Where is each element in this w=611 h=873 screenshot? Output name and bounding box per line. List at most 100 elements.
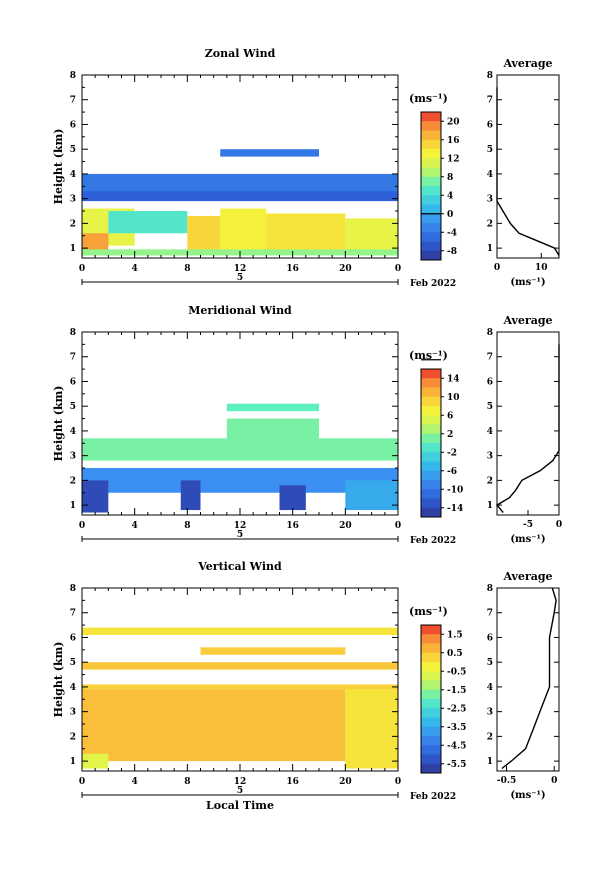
avg-y-tick-label: 2	[487, 476, 493, 486]
avg-x-axis-label: (ms⁻¹)	[510, 534, 545, 545]
y-tick-label: 2	[70, 476, 76, 486]
colorbar-segment	[421, 396, 441, 407]
colorbar-segment	[421, 717, 441, 728]
average-profile-line	[495, 344, 560, 513]
y-tick-label: 4	[70, 427, 76, 437]
heatmap-region	[108, 211, 188, 234]
y-tick-label: 8	[70, 71, 76, 81]
avg-y-tick-label: 5	[487, 402, 493, 412]
average-frame	[496, 587, 560, 772]
avg-x-axis-label: (ms⁻¹)	[510, 790, 545, 801]
heatmap-region	[180, 480, 201, 511]
x-tick-label: 12	[234, 521, 247, 531]
avg-y-tick-label: 6	[487, 120, 493, 130]
colorbar-tick-label: -8	[447, 247, 457, 257]
y-axis-label: Height (km)	[52, 642, 65, 718]
colorbar-segment	[421, 708, 441, 718]
heatmap-region	[220, 149, 319, 157]
heatmap-region	[82, 662, 398, 670]
colorbar-segment	[421, 736, 441, 746]
y-tick-label: 5	[70, 658, 76, 668]
x-tick-label: 20	[339, 264, 352, 274]
y-tick-label: 8	[70, 584, 76, 594]
colorbar-tick-label: 10	[447, 393, 460, 403]
x-tick-label: 4	[132, 521, 138, 531]
colorbar-segment	[421, 662, 441, 672]
colorbar-frame	[420, 111, 442, 261]
avg-x-axis-label: (ms⁻¹)	[510, 277, 545, 288]
colorbar-tick-label: 16	[447, 136, 460, 146]
y-tick-label: 7	[70, 609, 76, 619]
colorbar-segment	[421, 250, 441, 261]
colorbar-tick-label: 0	[447, 210, 453, 220]
y-tick-label: 6	[70, 377, 76, 387]
average-frame	[496, 74, 560, 259]
colorbar-segment	[421, 112, 441, 122]
colorbar-segment	[421, 726, 441, 737]
colorbar-unit: (ms⁻¹)	[409, 92, 448, 105]
avg-y-tick-label: 4	[487, 170, 493, 180]
x-tick-label: 12	[234, 777, 247, 787]
colorbar-tick-label: -0.5	[447, 667, 466, 677]
colorbar-tick-label: -3.5	[447, 723, 466, 733]
x-tick-label: 20	[339, 521, 352, 531]
day-label: 5	[237, 786, 243, 796]
average-title: Average	[502, 314, 552, 327]
heatmap-region	[82, 753, 109, 769]
avg-x-tick-label: 0	[551, 776, 557, 786]
heatmap-region	[187, 215, 221, 254]
avg-x-tick-label: 0	[556, 520, 562, 530]
colorbar-segment	[421, 671, 441, 681]
colorbar-segment	[421, 121, 441, 131]
y-tick-label: 2	[70, 732, 76, 742]
avg-y-tick-label: 1	[487, 501, 493, 511]
colorbar-segment	[421, 754, 441, 765]
heatmap-region	[82, 438, 398, 461]
colorbar-tick-label: 1.5	[447, 630, 463, 640]
colorbar-segment	[421, 406, 441, 416]
avg-y-tick-label: 8	[487, 584, 493, 594]
colorbar-segment	[421, 232, 441, 242]
colorbar-segment	[421, 745, 441, 755]
y-tick-label: 6	[70, 633, 76, 643]
colorbar-tick-label: 0.5	[447, 649, 463, 659]
colorbar-segment	[421, 480, 441, 490]
colorbar-tick-label: -14	[447, 504, 463, 514]
heatmap-region	[266, 213, 346, 254]
heatmap-data	[82, 149, 398, 256]
colorbar-tick-label: -10	[447, 485, 463, 495]
avg-y-tick-label: 3	[487, 195, 493, 205]
colorbar-segment	[421, 213, 441, 224]
x-tick-label: 0	[395, 264, 401, 274]
colorbar-segment	[421, 149, 441, 159]
colorbar-segment	[421, 643, 441, 654]
x-tick-label: 8	[184, 264, 190, 274]
heatmap-region	[82, 689, 346, 762]
colorbar-segment	[421, 195, 441, 205]
avg-y-tick-label: 3	[487, 452, 493, 462]
colorbar-segment	[421, 507, 441, 518]
colorbar-segment	[421, 130, 441, 141]
colorbar-segment	[421, 452, 441, 462]
x-tick-label: 20	[339, 777, 352, 787]
colorbar-segment	[421, 489, 441, 499]
colorbar-segment	[421, 652, 441, 663]
x-axis-label: Local Time	[206, 799, 274, 812]
avg-y-tick-label: 4	[487, 683, 493, 693]
x-tick-label: 8	[184, 521, 190, 531]
heatmap-region	[279, 485, 306, 511]
colorbar-unit: (ms⁻¹)	[409, 349, 448, 362]
colorbar-segment	[421, 763, 441, 774]
colorbar-frame	[420, 368, 442, 518]
avg-y-tick-label: 8	[487, 71, 493, 81]
day-label: 5	[237, 530, 243, 540]
colorbar-segment	[421, 680, 441, 691]
colorbar-segment	[421, 625, 441, 635]
colorbar-segment	[421, 461, 441, 472]
colorbar-tick-label: -4.5	[447, 741, 466, 751]
panel-title: Vertical Wind	[197, 560, 282, 573]
y-tick-label: 6	[70, 120, 76, 130]
y-axis-label: Height (km)	[52, 129, 65, 205]
